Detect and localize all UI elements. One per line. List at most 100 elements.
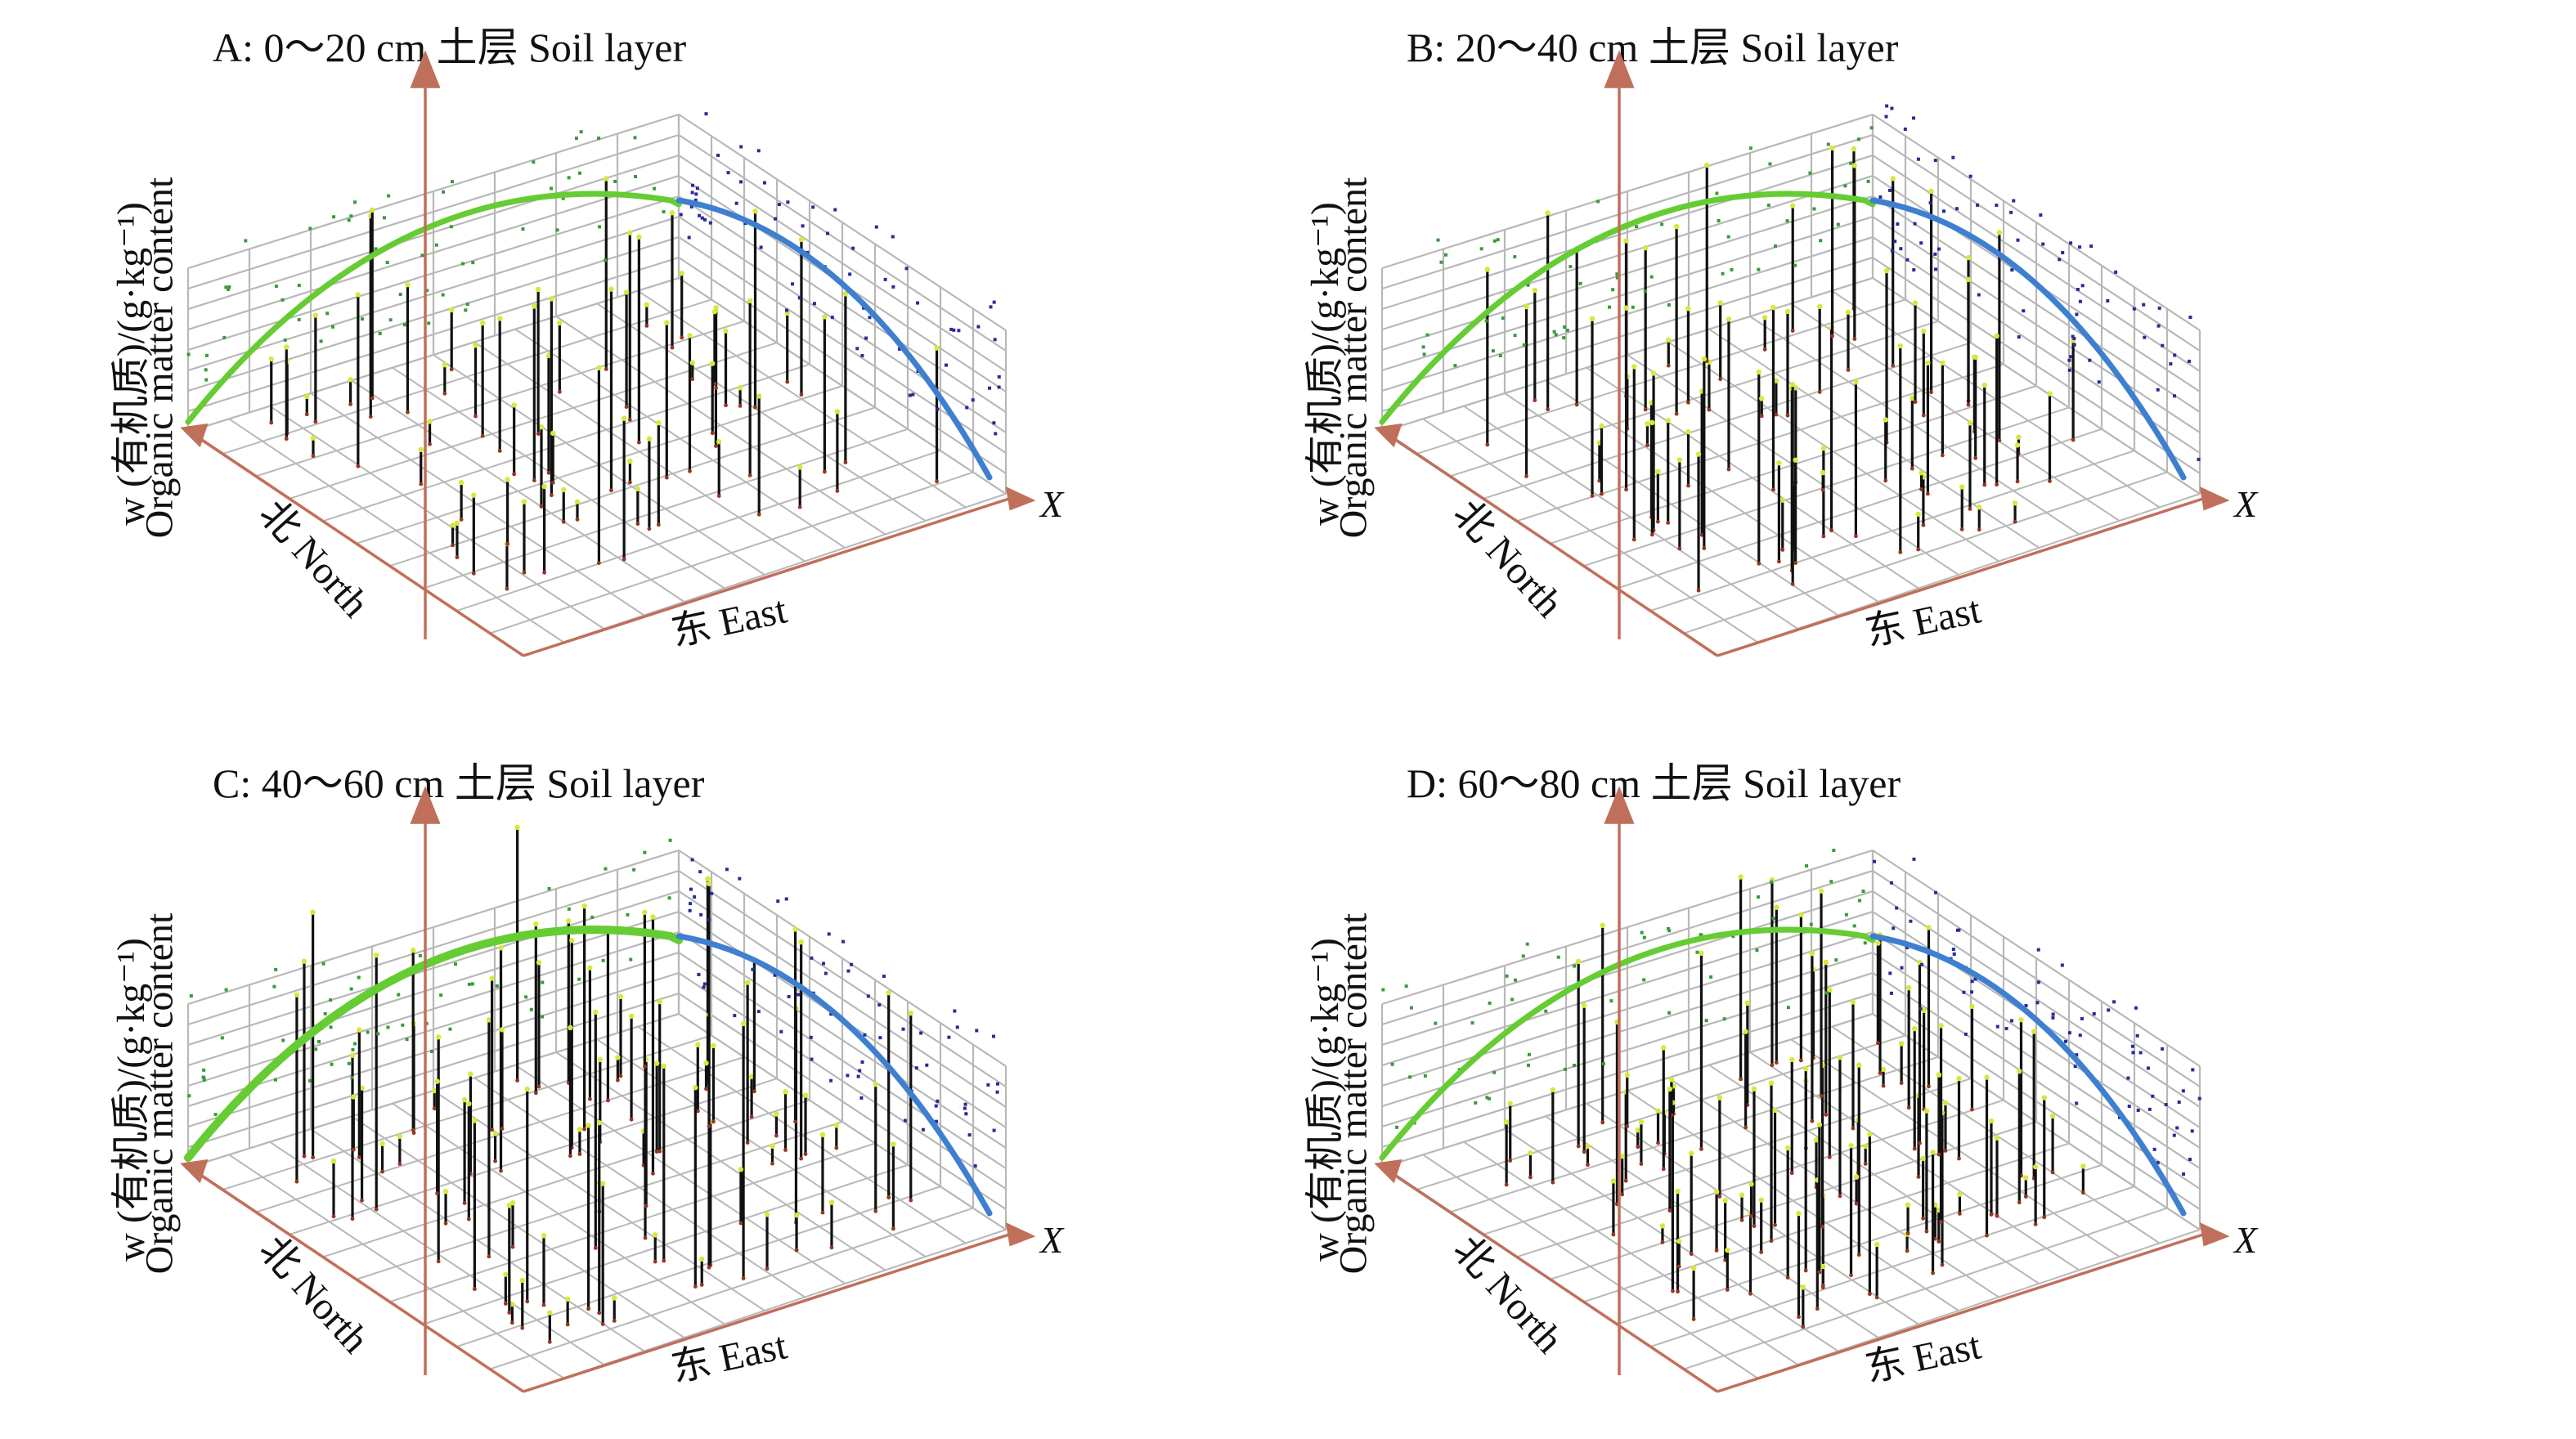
xz-projection-point <box>2197 457 2201 461</box>
data-point <box>792 926 798 932</box>
stem-base <box>1645 443 1649 448</box>
stem-base <box>1958 1212 1962 1216</box>
stem-base <box>588 1096 592 1101</box>
data-point <box>1524 303 1529 310</box>
data-point <box>834 409 841 415</box>
grid-line <box>422 428 909 589</box>
grid-line <box>187 113 680 270</box>
data-point <box>798 939 804 945</box>
xz-projection-point <box>2078 1033 2082 1038</box>
stem-base <box>783 1148 788 1153</box>
data-point <box>511 402 517 408</box>
xz-projection-point <box>1970 990 1974 994</box>
data-point <box>1967 420 1973 426</box>
stem-base <box>536 432 541 436</box>
data-point <box>1994 1135 2000 1141</box>
stem-base <box>843 460 848 464</box>
stem-base <box>1829 528 1833 533</box>
stem-base <box>714 444 718 448</box>
data-point <box>587 965 593 971</box>
xz-projection-point <box>971 398 975 402</box>
stem-base <box>1655 519 1660 524</box>
xz-projection-point <box>1976 203 1980 207</box>
yz-projection-point <box>1771 917 1775 921</box>
yz-projection-point <box>1439 260 1443 264</box>
yz-projection-point <box>317 1039 321 1043</box>
data-point <box>1912 1025 1918 1032</box>
yz-projection-point <box>1631 305 1635 309</box>
data-point <box>1977 504 1982 510</box>
xz-projection-point <box>1912 268 1916 272</box>
grid-line <box>678 134 1007 352</box>
stem-base <box>419 482 424 486</box>
stem-base <box>1875 1041 1880 1046</box>
stem-base <box>507 1311 512 1315</box>
stem-base <box>1921 1216 1926 1221</box>
yz-projection-point <box>1434 1021 1438 1025</box>
stem-base <box>1906 1105 1911 1110</box>
yz-projection-point <box>360 317 364 321</box>
data-point <box>1816 303 1823 310</box>
stem-base <box>568 1154 572 1159</box>
y-axis-arrow <box>180 423 209 448</box>
grid-line <box>187 235 680 392</box>
yz-projection-point <box>1556 955 1560 959</box>
data-point <box>1785 1145 1791 1151</box>
grid-line <box>187 195 680 352</box>
data-point <box>1919 470 1924 476</box>
xz-projection-point <box>2069 355 2073 359</box>
stem-base <box>1878 1070 1883 1075</box>
data-point <box>1759 396 1765 401</box>
grid-line <box>678 993 1007 1210</box>
data-point <box>797 464 803 470</box>
grid-line <box>1872 195 2201 413</box>
data-point <box>1675 1188 1681 1195</box>
xz-projection-point <box>1893 240 1897 244</box>
data-point <box>349 1052 356 1058</box>
xz-projection-point <box>698 213 702 217</box>
data-point <box>549 296 554 302</box>
data-point <box>1503 1119 1510 1125</box>
yz-projection-point <box>1408 1075 1412 1079</box>
yz-projection-point <box>1488 1001 1492 1005</box>
stem-base <box>628 480 632 485</box>
stem-base <box>747 473 752 477</box>
xz-projection-point <box>824 971 828 975</box>
yz-projection-point <box>357 975 361 980</box>
xz-projection-point <box>695 186 699 191</box>
y-axis-line <box>194 1169 524 1393</box>
xz-projection-point <box>992 1128 996 1132</box>
yz-projection-point <box>668 838 672 842</box>
xz-projection-point <box>1888 971 1892 975</box>
yz-projection-point <box>1453 364 1457 368</box>
xz-projection-point <box>963 1106 967 1110</box>
z-axis-letter: Z <box>1604 49 1626 51</box>
stem-base <box>1689 1252 1694 1257</box>
xz-projection-point <box>1933 159 1937 163</box>
stem-base <box>624 405 629 410</box>
xz-projection-point <box>691 183 695 187</box>
xz-projection-point <box>689 204 693 208</box>
x-axis-letter: X <box>2233 483 2259 525</box>
yz-projection-point <box>1564 1067 1568 1071</box>
data-point <box>432 1087 438 1094</box>
stem-base <box>1600 491 1604 496</box>
stem-base <box>774 1133 779 1138</box>
grid-line <box>678 890 1007 1108</box>
data-point <box>458 479 464 486</box>
yz-projection-point <box>353 200 357 204</box>
data-point <box>716 438 722 445</box>
stem-base <box>505 586 509 591</box>
yz-projection-point <box>1470 1021 1474 1025</box>
data-point <box>1545 210 1551 216</box>
yz-projection-point <box>1479 247 1483 251</box>
panel-d: D: 60～80 cm 土层 Soil layer w (有机质)/(g·kg⁻… <box>1304 736 2560 1439</box>
data-point <box>1661 1045 1667 1051</box>
y-axis-label-line2: Organic matter content <box>137 177 182 539</box>
xz-projection-point <box>716 153 720 157</box>
yz-projection-point <box>1513 334 1517 338</box>
stem-base <box>1744 1125 1748 1130</box>
x-axis-arrow <box>1005 1222 1036 1247</box>
data-point <box>636 234 642 240</box>
data-point <box>1942 1100 1949 1106</box>
